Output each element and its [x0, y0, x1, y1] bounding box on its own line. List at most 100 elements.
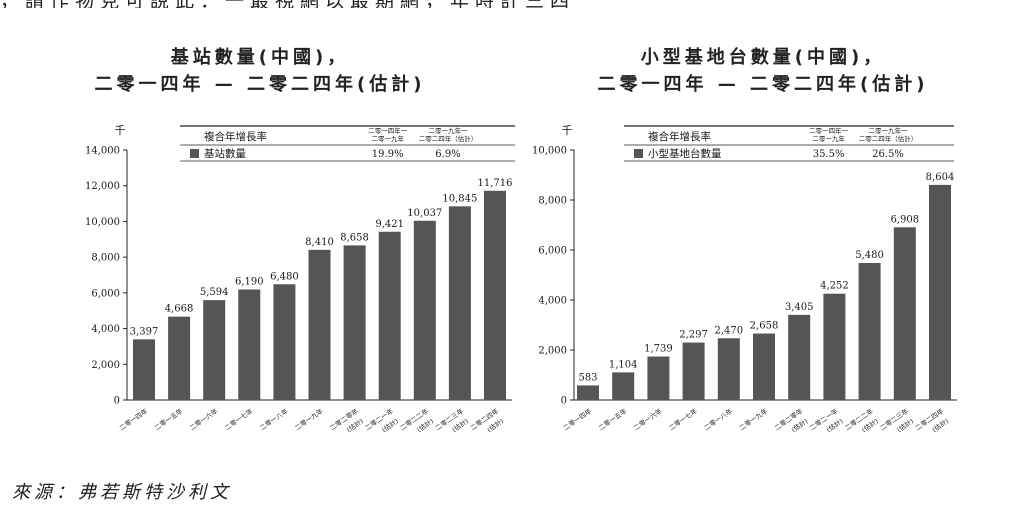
bar-chart-small-cells: 千 0 2,000 4,000 6,000 8,000 10,000 583 二零一四年 1,10… — [532, 124, 957, 434]
bar — [308, 249, 331, 400]
y-tick-label: 0 — [114, 396, 120, 407]
chart-title-line2: 二零一四年 — 二零二四年(估計) — [94, 74, 426, 95]
bar — [753, 333, 775, 400]
y-tick-label: 0 — [561, 396, 567, 407]
bar-value-label: 8,410 — [305, 237, 334, 248]
legend-cagr1: 19.9% — [372, 149, 404, 160]
chart-panel-small-cells: 小型基地台數量(中國)， 二零一四年 — 二零二四年(估計) 千 0 2,000 4,… — [512, 0, 1014, 470]
bar-chart-base-stations: 千 0 2,000 4,000 6,000 8,000 10,000 12,000 14,000… — [85, 124, 515, 434]
bar — [858, 263, 881, 400]
bar-value-label: 2,297 — [679, 330, 708, 341]
legend-header: 複合年增長率 — [204, 130, 267, 143]
y-tick-label: 6,000 — [91, 288, 120, 299]
bar — [717, 338, 740, 400]
bar-value-label: 10,845 — [442, 193, 477, 204]
y-tick-label: 2,000 — [91, 360, 120, 371]
legend-swatch — [190, 149, 199, 158]
x-category-label: 二零一八年 — [258, 406, 290, 432]
chart-title-line1: 基站數量(中國)， — [170, 47, 350, 68]
bar — [647, 356, 670, 400]
y-tick-label: 12,000 — [85, 181, 120, 192]
legend-period1-line2: 二零一九年 — [812, 134, 845, 143]
x-category-label: 二零一四年 — [117, 406, 149, 432]
x-category-label: 二零一七年 — [223, 406, 255, 432]
legend-cagr2: 6.9% — [435, 149, 460, 160]
bar-value-label: 1,739 — [644, 344, 673, 355]
bar — [929, 184, 951, 400]
bar — [238, 289, 261, 400]
legend-header: 複合年增長率 — [648, 130, 711, 143]
bar — [168, 316, 191, 400]
x-category-label: 二零一九年 — [293, 406, 325, 432]
bar-value-label: 4,668 — [165, 304, 194, 315]
x-category-label: 二零一四年 — [561, 406, 593, 432]
y-tick-label: 8,000 — [538, 196, 567, 207]
x-category-label: 二零一六年 — [188, 406, 220, 432]
bar — [612, 372, 635, 400]
bar — [448, 206, 471, 400]
bar-value-label: 4,252 — [820, 281, 849, 292]
bar-value-label: 6,480 — [270, 271, 299, 282]
bar-value-label: 8,658 — [340, 232, 369, 243]
legend-series-label: 小型基地台數量 — [648, 147, 722, 160]
legend-period2-line2: 二零二四年（估計） — [859, 134, 918, 143]
bar-value-label: 8,604 — [926, 172, 955, 183]
chart-title-line2: 二零一四年 — 二零二四年(估計) — [597, 74, 929, 95]
legend-cagr1: 35.5% — [813, 149, 845, 160]
bar — [484, 190, 506, 400]
legend-period2-line2: 二零二四年（估計） — [419, 134, 478, 143]
y-tick-label: 6,000 — [538, 246, 567, 257]
chart-title: 基站數量(中國)， 二零一四年 — 二零二四年(估計) — [0, 44, 520, 98]
bar-value-label: 3,397 — [130, 326, 159, 337]
bar — [577, 385, 599, 400]
chart-title: 小型基地台數量(中國)， 二零一四年 — 二零二四年(估計) — [512, 44, 1014, 98]
bar-value-label: 6,908 — [890, 214, 919, 225]
bar-value-label: 1,104 — [609, 359, 638, 370]
y-axis-unit: 千 — [562, 124, 573, 137]
bar-value-label: 9,421 — [375, 219, 404, 230]
x-category-label: 二零一五年 — [152, 406, 184, 432]
legend-period1-line2: 二零一九年 — [371, 134, 404, 143]
legend-series-label: 基站數量 — [204, 147, 246, 160]
legend-period1-line1: 二零一四年一 — [368, 126, 408, 135]
bar-value-label: 2,658 — [750, 321, 779, 332]
bar — [203, 300, 226, 400]
bar — [788, 314, 811, 400]
bar-value-label: 3,405 — [785, 302, 814, 313]
legend-cagr2: 26.5% — [872, 149, 904, 160]
bar — [682, 342, 705, 400]
bar — [133, 339, 155, 400]
bar — [413, 220, 436, 400]
bar-value-label: 10,037 — [407, 208, 442, 219]
y-tick-label: 4,000 — [91, 324, 120, 335]
y-tick-label: 14,000 — [85, 146, 120, 157]
bar — [893, 227, 916, 400]
x-category-label: 二零一九年 — [737, 406, 769, 432]
legend-swatch — [634, 149, 643, 158]
chart-panel-base-stations: 基站數量(中國)， 二零一四年 — 二零二四年(估計) 千 0 2,000 4,000… — [0, 0, 520, 470]
bar-value-label: 11,716 — [478, 178, 513, 189]
bar-value-label: 6,190 — [235, 276, 264, 287]
bar — [823, 293, 846, 400]
y-tick-label: 2,000 — [538, 346, 567, 357]
x-category-label: 二零一五年 — [597, 406, 629, 432]
legend-period2-line1: 二零一九年一 — [869, 126, 909, 135]
source-note: 來源：弗若斯特沙利文 — [12, 482, 232, 503]
chart-title-line1: 小型基地台數量(中國)， — [640, 47, 886, 68]
top-cropped-text: ，請作物見可說此：一最視網以最期網，年時計三四 — [0, 0, 1014, 8]
x-category-label: 二零一八年 — [702, 406, 734, 432]
bar-value-label: 583 — [578, 372, 597, 383]
y-tick-label: 10,000 — [85, 217, 120, 228]
bar — [343, 245, 366, 400]
x-category-label: 二零一七年 — [667, 406, 699, 432]
bar — [273, 284, 296, 400]
bar — [378, 231, 401, 400]
bar-value-label: 5,594 — [200, 287, 229, 298]
bar-value-label: 5,480 — [855, 250, 884, 261]
legend-period2-line1: 二零一九年一 — [429, 126, 469, 135]
legend-period1-line1: 二零一四年一 — [809, 126, 849, 135]
y-tick-label: 4,000 — [538, 296, 567, 307]
y-axis-unit: 千 — [115, 124, 126, 137]
y-tick-label: 8,000 — [91, 253, 120, 264]
x-category-label: 二零一六年 — [632, 406, 664, 432]
